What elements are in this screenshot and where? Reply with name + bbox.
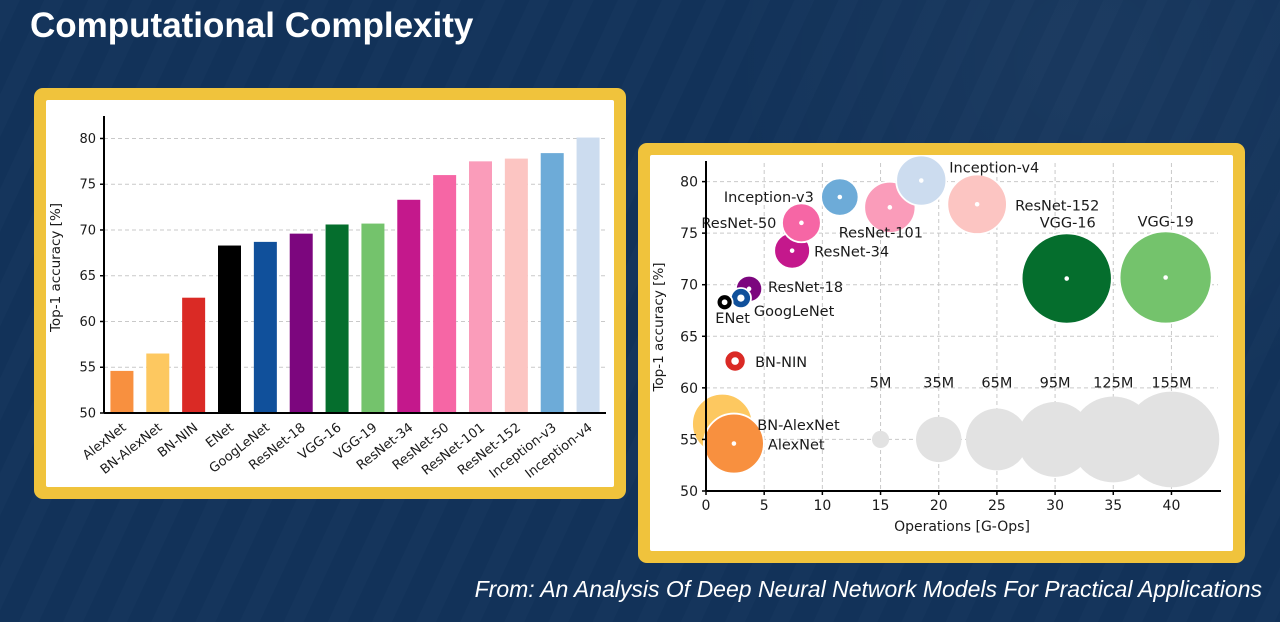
- bubble-center-dot: [887, 205, 893, 210]
- x-tick-label: 25: [988, 498, 1006, 514]
- bubble-label-BN-NIN: BN-NIN: [755, 355, 807, 371]
- size-legend-label: 35M: [923, 375, 954, 391]
- x-category-label: BN-NIN: [155, 420, 201, 461]
- x-tick-label: 35: [1104, 498, 1122, 514]
- y-tick-label: 80: [79, 132, 96, 147]
- bubble-center-dot: [1163, 275, 1168, 280]
- source-caption: From: An Analysis Of Deep Neural Network…: [474, 576, 1262, 602]
- bubble-label-ResNet-50: ResNet-50: [701, 216, 776, 232]
- bar-VGG-16: [325, 224, 349, 413]
- bubble-chart-svg: 5M 35M 65M 95M 125M 155M BN-AlexNet AlexNet BN-N…: [651, 155, 1221, 535]
- bubble-label-ResNet-152: ResNet-152: [1015, 198, 1099, 214]
- bar-Inception-v3: [540, 153, 564, 413]
- bar-ResNet-18: [289, 233, 313, 413]
- bubble-label-ResNet-18: ResNet-18: [768, 280, 843, 296]
- bar-ResNet-152: [504, 158, 528, 413]
- bubble-label-BN-AlexNet: BN-AlexNet: [757, 418, 840, 434]
- bar-ResNet-34: [397, 199, 421, 413]
- y-axis-title: Top-1 accuracy [%]: [48, 203, 64, 333]
- x-tick-label: 5: [760, 498, 769, 514]
- y-tick-label: 75: [680, 226, 698, 242]
- size-legend-bubble-155M: [1123, 391, 1220, 488]
- bubble-label-VGG-19: VGG-19: [1138, 214, 1194, 230]
- bubble-center-dot: [737, 294, 745, 302]
- size-legend-bubble-35M: [916, 416, 962, 463]
- y-tick-label: 70: [79, 223, 96, 238]
- y-tick-label: 65: [79, 269, 96, 284]
- bar-ResNet-101: [469, 161, 492, 413]
- bubble-label-GoogLeNet: GoogLeNet: [754, 304, 835, 320]
- size-legend-label: 125M: [1093, 375, 1133, 391]
- x-tick-label: 10: [813, 498, 831, 514]
- bubble-chart-card: 5M 35M 65M 95M 125M 155M BN-AlexNet AlexNet BN-N…: [650, 155, 1233, 551]
- y-tick-label: 55: [680, 432, 698, 448]
- x-tick-label: 15: [872, 498, 890, 514]
- bar-ENet: [218, 245, 241, 413]
- bar-Inception-v4: [576, 137, 600, 413]
- y-tick-label: 55: [79, 361, 96, 376]
- bar-BN-AlexNet: [146, 353, 170, 413]
- size-legend-bubble-5M: [871, 430, 890, 449]
- x-tick-label: 0: [702, 498, 711, 514]
- bar-chart-card: 50 55 60 65 70 75 80 AlexNet BN-AlexNet BN-NIN ENe…: [46, 100, 614, 487]
- x-tick-label: 40: [1163, 498, 1181, 514]
- bubble-label-VGG-16: VGG-16: [1040, 216, 1096, 232]
- page-title: Computational Complexity: [30, 6, 474, 45]
- bar-BN-NIN: [182, 297, 206, 413]
- bar-AlexNet: [110, 370, 134, 413]
- bubble-label-Inception-v3: Inception-v3: [724, 190, 814, 206]
- bubble-center-dot: [1064, 276, 1070, 281]
- size-legend-bubble-95M: [1017, 402, 1093, 477]
- size-legend-label: 155M: [1151, 375, 1191, 391]
- bubble-label-ResNet-34: ResNet-34: [814, 245, 889, 261]
- bar-GoogLeNet: [253, 241, 277, 413]
- bubble-chart-panel: 5M 35M 65M 95M 125M 155M BN-AlexNet AlexNet BN-N…: [638, 143, 1245, 563]
- bubble-label-ENet: ENet: [715, 311, 750, 327]
- bar-chart-panel: 50 55 60 65 70 75 80 AlexNet BN-AlexNet BN-NIN ENe…: [34, 88, 626, 499]
- size-legend-label: 5M: [870, 375, 892, 391]
- size-legend-bubble-65M: [965, 408, 1028, 471]
- bubble-label-AlexNet: AlexNet: [768, 438, 825, 454]
- bubble-center-dot: [918, 178, 924, 183]
- bar-ResNet-50: [433, 175, 457, 413]
- x-axis-title: Operations [G-Ops]: [894, 519, 1030, 535]
- bubble-label-ResNet-101: ResNet-101: [839, 225, 923, 241]
- x-tick-label: 20: [930, 498, 948, 514]
- y-tick-label: 70: [680, 278, 698, 294]
- bubble-center-dot: [721, 299, 728, 306]
- y-tick-label: 80: [680, 175, 698, 191]
- y-tick-label: 60: [680, 381, 698, 397]
- bubble-label-Inception-v4: Inception-v4: [949, 161, 1039, 177]
- y-tick-label: 75: [79, 178, 96, 193]
- bubble-center-dot: [974, 201, 980, 207]
- bubble-center-dot: [837, 194, 843, 200]
- y-tick-label: 65: [680, 329, 698, 345]
- size-legend-label: 65M: [981, 375, 1012, 391]
- y-axis-title: Top-1 accuracy [%]: [651, 262, 667, 392]
- bubble-center-dot: [731, 441, 737, 446]
- y-tick-label: 60: [79, 315, 96, 330]
- x-tick-label: 30: [1046, 498, 1064, 514]
- bubble-center-dot: [731, 357, 739, 365]
- size-legend-label: 95M: [1040, 375, 1071, 391]
- bubble-center-dot: [789, 248, 795, 253]
- bubble-center-dot: [799, 220, 804, 226]
- y-tick-label: 50: [680, 484, 698, 500]
- bar-VGG-19: [361, 223, 385, 413]
- y-tick-label: 50: [79, 407, 96, 422]
